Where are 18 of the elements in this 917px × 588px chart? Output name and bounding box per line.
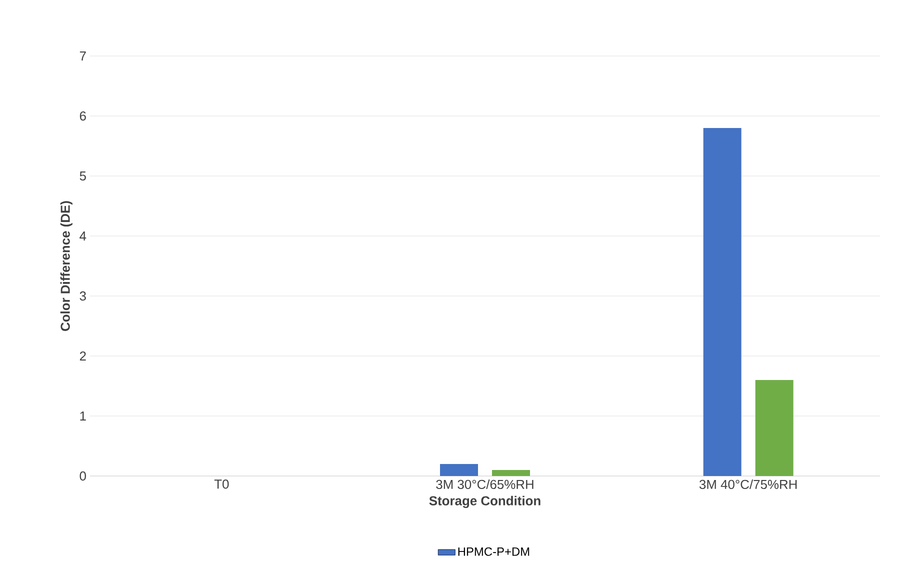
bar bbox=[703, 128, 742, 476]
y-tick-label: 5 bbox=[80, 171, 86, 181]
x-tick-label: 3M 40°C/75%RH bbox=[699, 480, 797, 490]
y-tick-label: 0 bbox=[80, 471, 86, 481]
y-tick-label: 3 bbox=[80, 291, 86, 301]
y-tick-label: 1 bbox=[80, 412, 86, 420]
x-tick-label: 3M 30°C/65%RH bbox=[436, 480, 534, 490]
y-tick-label: 7 bbox=[80, 52, 86, 60]
bar bbox=[492, 470, 530, 476]
x-tick-label: T0 bbox=[214, 480, 229, 489]
bar bbox=[755, 380, 794, 476]
y-axis-title: Color Difference (DE) bbox=[60, 201, 72, 331]
x-axis-title: Storage Condition bbox=[429, 496, 540, 508]
legend-label: HPMC-P+DM bbox=[458, 547, 530, 556]
y-tick-label: 2 bbox=[80, 351, 86, 361]
y-tick-label: 4 bbox=[80, 232, 86, 240]
bar bbox=[440, 464, 478, 476]
y-tick-label: 6 bbox=[80, 111, 86, 121]
